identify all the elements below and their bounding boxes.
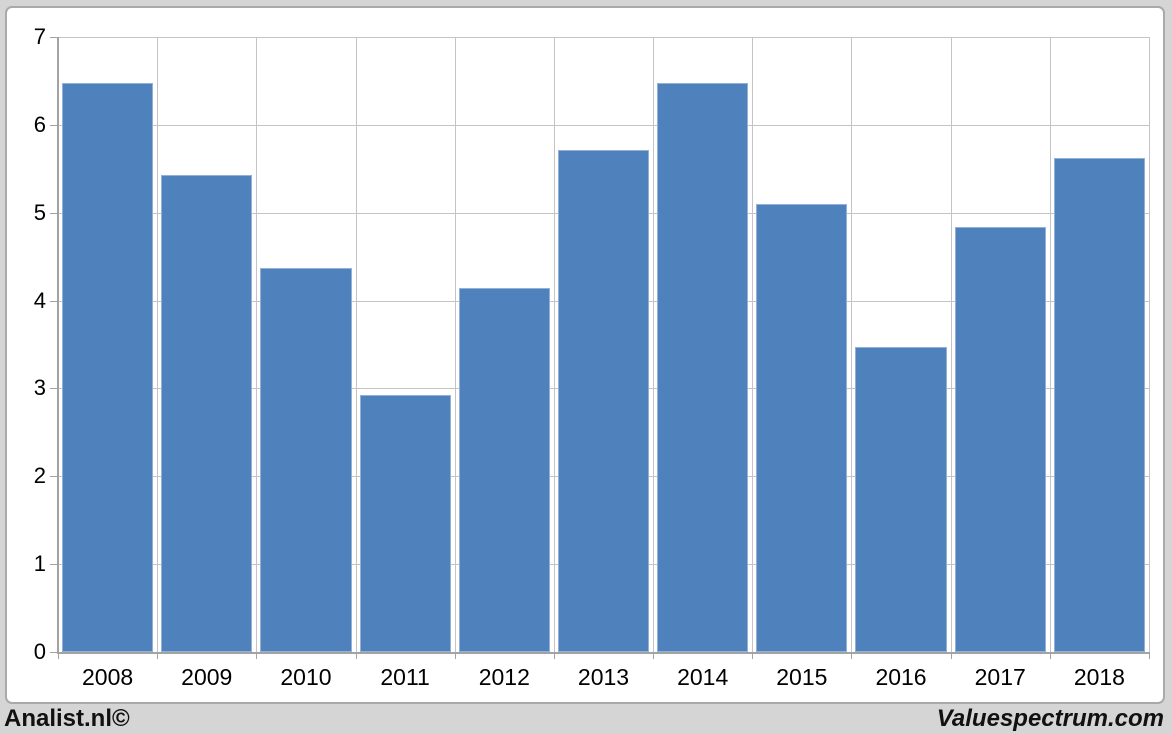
x-tick-mark	[58, 652, 59, 659]
v-gridline	[157, 37, 159, 652]
v-gridline	[553, 37, 555, 652]
x-tick-label: 2011	[380, 664, 430, 690]
y-axis-line	[57, 37, 59, 653]
bars-layer	[7, 8, 1163, 702]
v-gridline	[454, 37, 456, 652]
y-tick-mark	[50, 300, 57, 302]
v-gridline	[653, 37, 655, 652]
bar-2015	[756, 203, 848, 652]
x-tick-label: 2008	[81, 664, 134, 690]
y-tick-mark	[50, 476, 57, 478]
bar-2010	[260, 268, 352, 652]
bar-2013	[557, 150, 650, 652]
bar-2017	[954, 226, 1046, 652]
v-gridline	[355, 37, 357, 652]
v-gridline	[752, 37, 754, 652]
x-tick-mark	[355, 652, 357, 659]
x-tick-label: 2015	[776, 664, 828, 690]
v-gridline	[256, 37, 258, 652]
y-tick-label: 2	[33, 463, 46, 489]
y-tick-label: 1	[33, 551, 46, 577]
bar-2014	[657, 82, 749, 652]
bar-2009	[161, 174, 253, 652]
y-tick-label: 6	[33, 111, 46, 137]
valuespectrum-credit: Valuespectrum.com	[936, 705, 1164, 732]
analist-credit: Analist.nl©	[4, 705, 130, 732]
y-tick-mark	[50, 652, 57, 653]
v-gridline	[1049, 37, 1051, 652]
x-tick-label: 2016	[875, 664, 927, 690]
y-tick-mark	[50, 124, 57, 126]
y-tick-mark	[50, 388, 57, 390]
bar-2011	[359, 394, 451, 652]
x-tick-label: 2009	[181, 664, 233, 690]
axis-labels-layer: 0 1 2 3 4 5 6 7 2008 2009 2010 2011 2012 2013 2014 2015…	[7, 8, 1163, 702]
x-tick-mark	[950, 652, 952, 659]
x-axis-line	[57, 652, 1150, 654]
y-tick-mark	[50, 212, 57, 214]
v-gridline	[950, 37, 952, 652]
y-tick-label: 0	[33, 639, 46, 664]
axes-layer	[7, 8, 1163, 702]
x-tick-label: 2014	[677, 664, 729, 690]
y-tick-label: 7	[33, 24, 46, 49]
x-tick-mark	[454, 652, 456, 659]
x-tick-mark	[256, 652, 258, 659]
h-gridline	[58, 124, 1149, 126]
x-tick-mark	[157, 652, 159, 659]
x-tick-mark	[851, 652, 853, 659]
x-tick-label: 2010	[280, 664, 332, 690]
v-gridline	[1149, 37, 1150, 652]
bar-2018	[1053, 158, 1145, 652]
x-tick-label: 2017	[974, 664, 1026, 690]
h-gridline	[58, 37, 1149, 38]
x-tick-label: 2012	[478, 664, 530, 690]
y-tick-label: 4	[33, 287, 46, 313]
bar-2008	[62, 82, 154, 652]
x-tick-label: 2018	[1073, 664, 1125, 690]
chart-panel: 0 1 2 3 4 5 6 7 2008 2009 2010 2011 2012 2013 2014 2015…	[5, 6, 1165, 704]
x-tick-mark	[1149, 652, 1150, 659]
y-tick-mark	[50, 564, 57, 566]
x-tick-mark	[1049, 652, 1051, 659]
x-tick-mark	[752, 652, 754, 659]
y-tick-label: 3	[33, 375, 46, 401]
y-tick-label: 5	[33, 199, 46, 225]
x-tick-mark	[653, 652, 655, 659]
v-gridline	[851, 37, 853, 652]
x-tick-mark	[553, 652, 555, 659]
y-tick-mark	[50, 37, 57, 38]
bar-2012	[458, 288, 550, 652]
bar-2016	[855, 347, 947, 652]
x-tick-label: 2013	[577, 664, 630, 690]
